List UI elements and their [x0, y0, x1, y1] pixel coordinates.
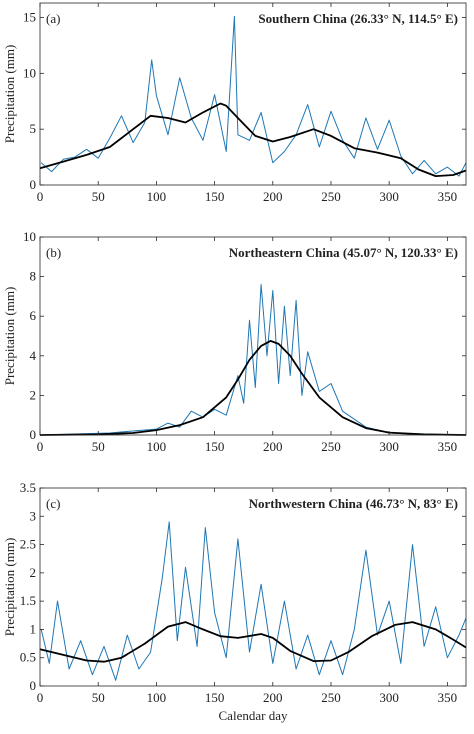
y-tick-label: 3.5 [20, 480, 36, 495]
y-tick-label: 1.5 [20, 593, 36, 608]
y-tick-label: 2 [30, 565, 37, 580]
x-tick-label: 250 [321, 439, 341, 454]
x-tick-label: 50 [92, 690, 105, 705]
x-tick-label: 50 [92, 439, 105, 454]
series-daily-line [41, 284, 467, 436]
y-tick-label: 8 [30, 269, 37, 284]
panel-letter: (b) [46, 245, 61, 260]
x-tick-label: 250 [321, 690, 341, 705]
x-tick-label: 50 [92, 189, 105, 204]
x-tick-label: 200 [263, 439, 283, 454]
y-axis-label: Precipitation (mm) [2, 45, 17, 144]
plot-frame [39, 236, 467, 436]
x-tick-label: 150 [205, 690, 225, 705]
x-tick-label: 0 [37, 690, 44, 705]
panel-title: Northwestern China (46.73° N, 83° E) [249, 496, 458, 511]
x-tick-label: 300 [379, 690, 399, 705]
y-tick-label: 0 [30, 177, 37, 192]
y-tick-label: 15 [23, 10, 36, 25]
x-tick-label: 300 [379, 439, 399, 454]
x-tick-label: 150 [205, 189, 225, 204]
y-tick-label: 1 [30, 621, 37, 636]
x-tick-label: 0 [37, 439, 44, 454]
y-tick-label: 2 [30, 387, 37, 402]
x-tick-label: 200 [263, 690, 283, 705]
series-smoothed-line [39, 339, 467, 436]
series-daily-line [40, 521, 467, 681]
x-tick-label: 150 [205, 439, 225, 454]
y-tick-label: 4 [30, 348, 37, 363]
y-tick-label: 0 [30, 678, 37, 693]
y-tick-label: 6 [30, 308, 37, 323]
series-daily-line [40, 15, 467, 177]
y-tick-label: 0.5 [20, 650, 36, 665]
x-tick-label: 100 [147, 690, 167, 705]
panel-letter: (c) [46, 496, 60, 511]
x-tick-label: 0 [37, 189, 44, 204]
plot-frame [39, 487, 467, 687]
y-axis-label: Precipitation (mm) [2, 538, 17, 637]
series-smoothed-line [39, 102, 467, 178]
x-tick-label: 350 [438, 690, 458, 705]
chart-panel-1: 0 50 100 150 200 250 300 350 0 2 4 6 8 10 (b) Northeast… [2, 229, 467, 454]
x-tick-label: 100 [147, 439, 167, 454]
x-tick-label: 250 [321, 189, 341, 204]
plot-frame [39, 2, 467, 186]
y-tick-label: 2.5 [20, 537, 36, 552]
y-tick-label: 10 [23, 229, 36, 244]
series-smoothed-line [39, 621, 467, 663]
x-tick-label: 350 [438, 439, 458, 454]
y-tick-label: 0 [30, 427, 37, 442]
x-axis-label: Calendar day [219, 708, 288, 723]
y-tick-label: 3 [30, 508, 37, 523]
x-tick-label: 300 [379, 189, 399, 204]
panel-title: Northeastern China (45.07° N, 120.33° E) [229, 245, 458, 260]
panel-title: Southern China (26.33° N, 114.5° E) [258, 11, 458, 26]
x-tick-label: 350 [438, 189, 458, 204]
chart-panel-2: 0 50 100 150 200 250 300 350 0 0.5 1 1.5 2 2.5 3 3.5 (c)… [2, 480, 467, 723]
x-tick-label: 200 [263, 189, 283, 204]
panel-letter: (a) [46, 11, 60, 26]
chart-panel-0: 0 50 100 150 200 250 300 350 0 5 10 15 (a) Southern C… [2, 2, 467, 204]
y-tick-label: 10 [23, 65, 36, 80]
y-tick-label: 5 [30, 121, 37, 136]
x-tick-label: 100 [147, 189, 167, 204]
y-axis-label: Precipitation (mm) [2, 287, 17, 386]
